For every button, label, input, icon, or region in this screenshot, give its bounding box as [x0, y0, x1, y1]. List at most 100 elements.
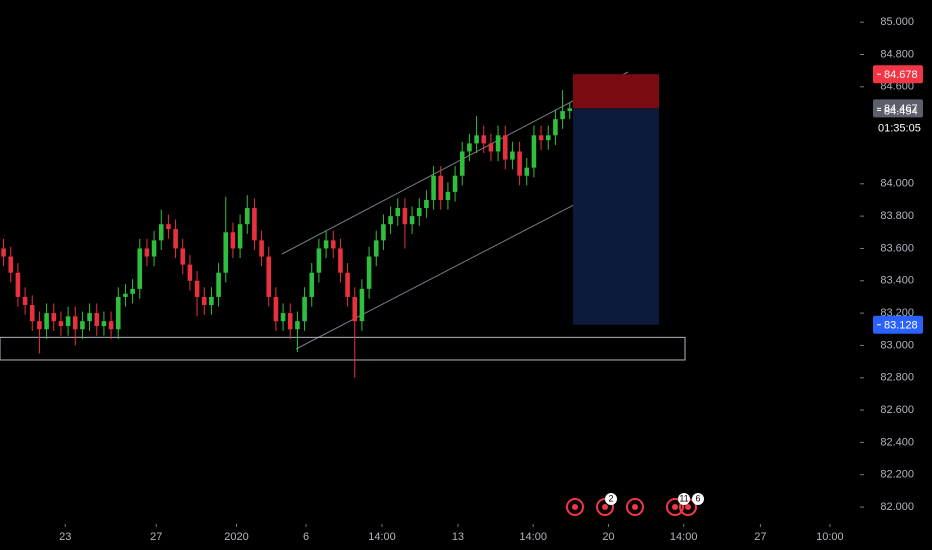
candle-body: [22, 296, 28, 306]
event-icon[interactable]: [626, 498, 644, 516]
event-badge: [678, 493, 690, 505]
event-dot: [672, 504, 678, 510]
candle-body: [381, 224, 386, 241]
y-tick-label: 82.400: [880, 436, 914, 448]
candle-body: [309, 272, 315, 297]
candle-body: [259, 240, 264, 257]
candle-body: [345, 272, 350, 297]
candle-body: [316, 248, 322, 273]
candle-body: [123, 293, 128, 297]
event-dot: [632, 504, 638, 510]
candle-body: [230, 232, 236, 249]
y-tick-label: 83.800: [880, 210, 914, 222]
candle-body: [538, 135, 544, 141]
y-tick-label: 82.800: [880, 372, 914, 384]
candle-body: [502, 135, 508, 160]
candle-body: [187, 264, 193, 281]
candle-body: [223, 232, 229, 273]
x-tick-label: 20: [602, 531, 614, 543]
channel-upper: [281, 71, 629, 255]
x-tick-label: 13: [452, 531, 464, 543]
price-tag: [873, 315, 923, 334]
candle-body: [452, 175, 458, 192]
candle-body: [416, 208, 422, 217]
price-tag-label: 84.678: [884, 69, 918, 81]
candle-body: [72, 316, 78, 330]
candle-body: [488, 143, 494, 152]
candle-body: [280, 313, 286, 322]
x-tick-label: 23: [59, 531, 71, 543]
stop-zone: [573, 74, 659, 109]
candle-body: [302, 296, 307, 322]
candle-body: [180, 248, 186, 265]
candle-body: [65, 316, 71, 327]
candle-body: [359, 288, 365, 322]
event-dot: [602, 504, 608, 510]
event-badge-count: 2: [608, 493, 613, 503]
candle-body: [287, 313, 293, 330]
x-tick-label: 2020: [224, 531, 248, 543]
y-tick-label: 82.000: [880, 501, 914, 513]
candle-body: [395, 208, 401, 217]
countdown-bg: [873, 119, 923, 136]
candle-body: [431, 175, 436, 200]
candle-body: [201, 296, 207, 306]
candle-body: [87, 313, 92, 322]
candle-body: [237, 224, 243, 249]
candle-body: [553, 119, 558, 136]
candle-body: [158, 224, 164, 241]
candle-body: [8, 256, 14, 273]
x-tick-label: 27: [754, 531, 766, 543]
y-tick-label: 82.600: [880, 404, 914, 416]
candle-body: [137, 248, 143, 289]
candle-body: [510, 151, 515, 160]
price-tag-label: 84.467: [884, 103, 918, 115]
candle-body: [438, 175, 444, 200]
candle-body: [424, 199, 429, 209]
x-tick-label: 27: [150, 531, 162, 543]
candle-body: [459, 151, 465, 176]
x-tick-label: 14:00: [368, 531, 396, 543]
event-icon[interactable]: [566, 498, 584, 516]
candle-body: [481, 135, 487, 144]
candle-body: [467, 143, 472, 152]
price-tag: [873, 65, 923, 84]
candle-body: [173, 229, 178, 249]
x-tick-label: 6: [303, 531, 309, 543]
candle-body: [151, 240, 157, 257]
event-icons[interactable]: [566, 498, 697, 516]
event-dot: [685, 504, 691, 510]
candle-body: [44, 313, 49, 330]
candle-body: [323, 240, 329, 249]
event-badge: [692, 493, 704, 505]
candle-body: [37, 321, 42, 330]
candle-body: [352, 296, 358, 322]
candle-body: [15, 272, 21, 297]
price-tag: [873, 99, 923, 118]
support-zone: [0, 336, 686, 361]
event-icon[interactable]: [666, 498, 684, 516]
x-tick-label: 10:00: [816, 531, 844, 543]
candle-body: [194, 280, 200, 297]
target-zone: [573, 108, 659, 325]
event-badge-count: 11: [679, 493, 688, 503]
y-tick-label: 84.000: [880, 178, 914, 190]
candle-body: [373, 240, 379, 257]
candle-body: [266, 256, 272, 297]
y-tick-label: 84.800: [880, 48, 914, 60]
candle-body: [402, 208, 408, 225]
candle-body: [144, 248, 150, 257]
countdown: 01:35:05: [878, 122, 921, 134]
event-badge: [605, 493, 617, 505]
candle-body: [94, 313, 100, 327]
price-tag-label: 83.128: [884, 320, 918, 332]
candle-body: [531, 135, 537, 168]
y-tick-label: 82.200: [880, 469, 914, 481]
candle-body: [409, 216, 415, 225]
candle-body: [560, 111, 565, 120]
candle-body: [524, 167, 530, 176]
candle-body: [445, 191, 451, 200]
candle-body: [58, 321, 64, 327]
